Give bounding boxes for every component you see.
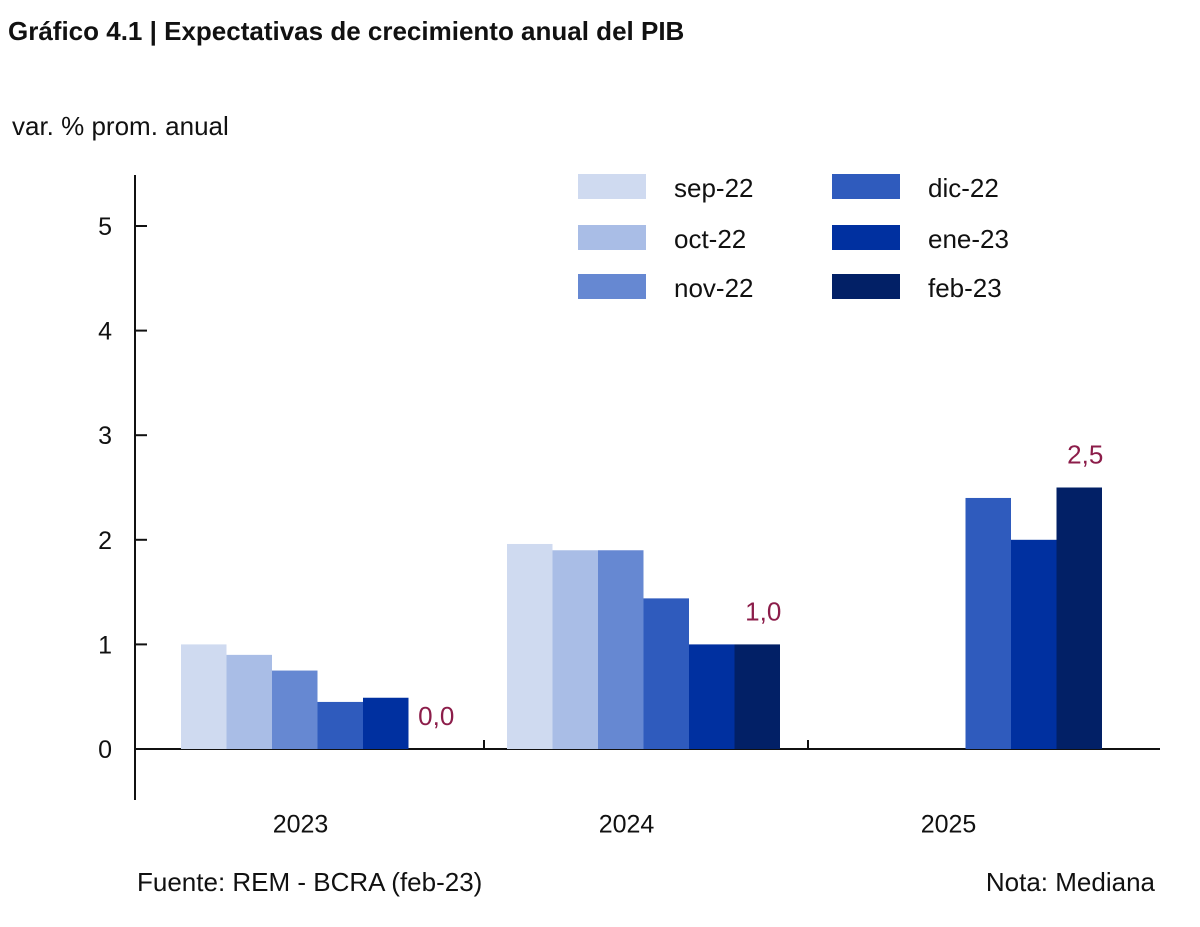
legend-swatch-feb-23 xyxy=(832,274,900,299)
legend: sep-22 oct-22 nov-22 dic-22 ene-23 feb-23 xyxy=(578,173,1009,303)
legend-swatch-nov-22 xyxy=(578,274,646,299)
legend-swatch-oct-22 xyxy=(578,225,646,250)
bar-feb-23-2024 xyxy=(734,644,780,749)
data-label: 0,0 xyxy=(418,701,454,731)
legend-swatch-ene-23 xyxy=(832,225,900,250)
x-tick-label: 2025 xyxy=(921,811,977,839)
bar-dic-22-2023 xyxy=(317,701,363,749)
plot-area: 0 1 2 3 4 5 2023 2024 2025 0,0 1,0 2,5 xyxy=(98,175,1160,839)
y-tick-label: 5 xyxy=(98,213,112,241)
y-unit-label: var. % prom. anual xyxy=(12,111,229,141)
bar-ene-23-2024 xyxy=(689,644,735,749)
bar-sep-22-2024 xyxy=(507,543,553,749)
bar-oct-22-2023 xyxy=(226,654,272,749)
legend-swatch-sep-22 xyxy=(578,174,646,199)
legend-label: sep-22 xyxy=(674,173,754,203)
footnote: Nota: Mediana xyxy=(986,867,1156,897)
data-label: 2,5 xyxy=(1067,440,1103,470)
bar-nov-22-2024 xyxy=(598,550,644,749)
data-label: 1,0 xyxy=(745,596,781,626)
x-tick-label: 2024 xyxy=(599,811,655,839)
legend-label: ene-23 xyxy=(928,224,1009,254)
legend-label: nov-22 xyxy=(674,273,754,303)
y-tick-label: 1 xyxy=(98,631,112,659)
bar-ene-23-2025 xyxy=(1011,539,1057,749)
source-note: Fuente: REM - BCRA (feb-23) xyxy=(137,867,482,897)
y-tick-label: 3 xyxy=(98,422,112,450)
bar-dic-22-2025 xyxy=(965,497,1011,749)
legend-label: dic-22 xyxy=(928,173,999,203)
legend-label: oct-22 xyxy=(674,224,746,254)
bar-sep-22-2023 xyxy=(181,644,227,749)
chart-title: Gráfico 4.1 | Expectativas de crecimient… xyxy=(8,16,684,46)
bar-oct-22-2024 xyxy=(552,550,598,749)
x-tick-label: 2023 xyxy=(273,811,329,839)
bar-ene-23-2023 xyxy=(363,697,409,749)
y-tick-label: 2 xyxy=(98,527,112,555)
legend-label: feb-23 xyxy=(928,273,1002,303)
bar-dic-22-2024 xyxy=(643,598,689,749)
y-tick-label: 4 xyxy=(98,318,112,346)
legend-swatch-dic-22 xyxy=(832,174,900,199)
bar-nov-22-2023 xyxy=(272,670,318,749)
bar-feb-23-2025 xyxy=(1056,487,1102,749)
y-tick-label: 0 xyxy=(98,736,112,764)
